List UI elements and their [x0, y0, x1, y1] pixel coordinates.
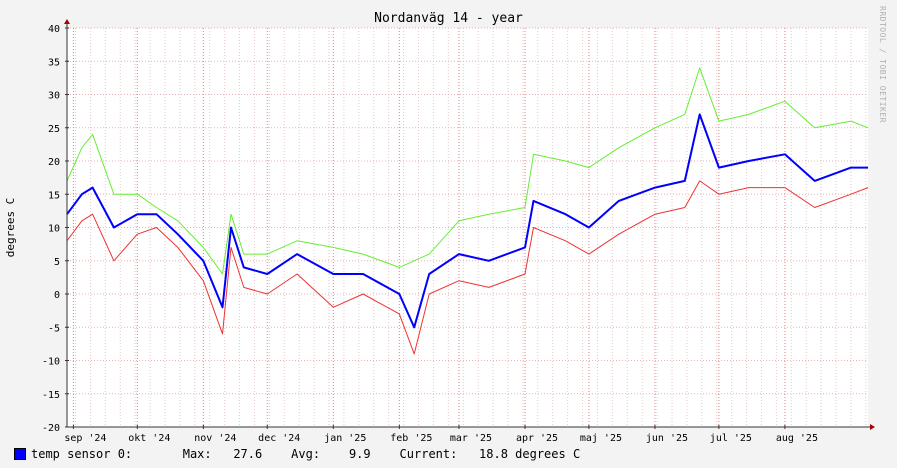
- legend-swatch-icon: [14, 448, 26, 460]
- y-tick-label: -15: [42, 390, 60, 401]
- y-tick-label: -10: [42, 357, 60, 368]
- legend-current-value: 18.8 degrees C: [479, 447, 581, 461]
- x-tick-label: apr '25: [516, 433, 558, 444]
- x-tick-label: dec '24: [258, 433, 300, 444]
- x-tick-label: feb '25: [390, 433, 432, 444]
- series-line: [66, 113, 868, 329]
- y-tick-label: -5: [48, 323, 60, 334]
- x-tick-label: aug '25: [776, 433, 818, 444]
- legend-current-label: Current:: [399, 447, 458, 461]
- y-tick-label: 25: [48, 124, 60, 135]
- chart-title: Nordanväg 14 - year: [374, 11, 523, 26]
- legend-label: temp sensor 0:: [31, 447, 133, 461]
- y-tick-label: 30: [48, 91, 60, 102]
- series-line: [66, 67, 869, 275]
- x-tick-label: nov '24: [194, 433, 236, 444]
- x-tick-label: sep '24: [64, 433, 106, 444]
- y-tick-label: 40: [48, 24, 60, 35]
- x-tick-label: maj '25: [580, 433, 622, 444]
- y-tick-label: 35: [48, 57, 60, 68]
- rrdtool-credit: RRDTOOL / TOBI OETIKER: [878, 6, 887, 123]
- legend-max-label: Max:: [182, 447, 212, 461]
- y-tick-label: 20: [48, 157, 60, 168]
- y-tick-label: 0: [54, 290, 60, 301]
- legend: temp sensor 0: Max: 27.6 Avg: 9.9 Curren…: [14, 447, 580, 461]
- x-tick-label: jan '25: [324, 433, 366, 444]
- x-tick-label: jul '25: [710, 433, 752, 444]
- legend-avg-label: Avg:: [291, 447, 321, 461]
- y-axis-label: degrees C: [4, 198, 17, 258]
- x-tick-label: okt '24: [128, 433, 170, 444]
- plot-area: [67, 28, 868, 427]
- y-tick-label: 10: [48, 224, 60, 235]
- legend-avg-value: 9.9: [348, 447, 371, 461]
- series-line: [66, 180, 869, 355]
- y-tick-label: -20: [42, 423, 60, 434]
- x-tick-label: mar '25: [450, 433, 492, 444]
- y-axis-arrow-icon: [64, 19, 70, 24]
- legend-max-value: 27.6: [233, 447, 263, 461]
- x-axis-arrow-icon: [870, 424, 875, 430]
- y-tick-label: 15: [48, 190, 60, 201]
- x-tick-label: jun '25: [646, 433, 688, 444]
- y-tick-label: 5: [54, 257, 60, 268]
